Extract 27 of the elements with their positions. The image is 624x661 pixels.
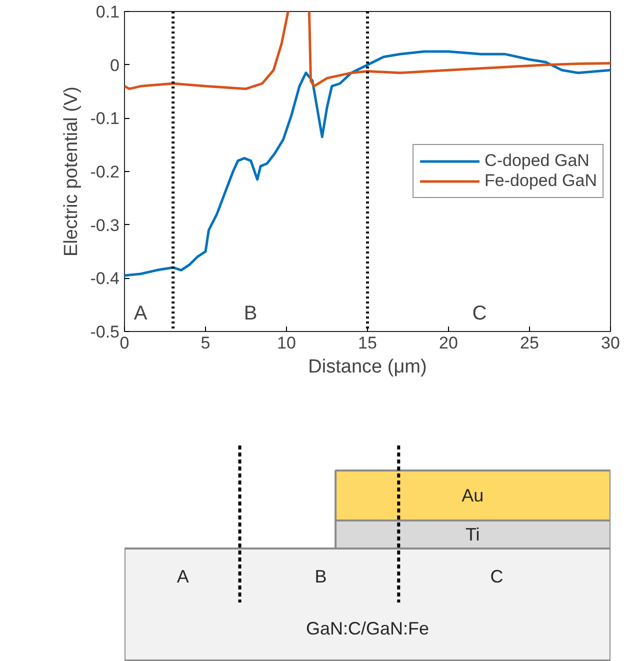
text: GaN:C/GaN:Fe bbox=[306, 618, 430, 638]
x-tick-label: 25 bbox=[520, 334, 539, 352]
y-tick-label: -0.2 bbox=[90, 162, 120, 182]
x-tick-label: 5 bbox=[200, 334, 210, 352]
x-axis-title: Distance (μm) bbox=[308, 356, 427, 378]
annotation: B bbox=[244, 302, 258, 324]
legend-label: Fe-doped GaN bbox=[484, 171, 597, 191]
x-tick-label: 10 bbox=[277, 334, 296, 352]
x-tick-label: 20 bbox=[439, 334, 458, 352]
y-tick-label: -0.5 bbox=[90, 322, 120, 342]
x-tick-label: 15 bbox=[358, 334, 377, 352]
y-tick-label: 0.1 bbox=[96, 2, 120, 22]
text: Ti bbox=[465, 524, 480, 544]
y-axis-title: Electric potential (V) bbox=[61, 86, 82, 257]
annotation: C bbox=[472, 302, 487, 324]
x-tick-label: 30 bbox=[601, 334, 620, 352]
text: A bbox=[176, 566, 189, 586]
text: B bbox=[314, 566, 327, 586]
text: Au bbox=[462, 486, 484, 506]
line-series bbox=[124, 50, 610, 277]
y-tick-label: -0.1 bbox=[90, 109, 120, 128]
annotation: A bbox=[134, 302, 148, 324]
text: C bbox=[490, 566, 504, 586]
y-tick-label: -0.4 bbox=[90, 269, 120, 288]
legend-label: C-doped GaN bbox=[484, 151, 590, 171]
y-tick-label: 0 bbox=[110, 56, 120, 75]
y-tick-label: -0.3 bbox=[90, 216, 120, 235]
